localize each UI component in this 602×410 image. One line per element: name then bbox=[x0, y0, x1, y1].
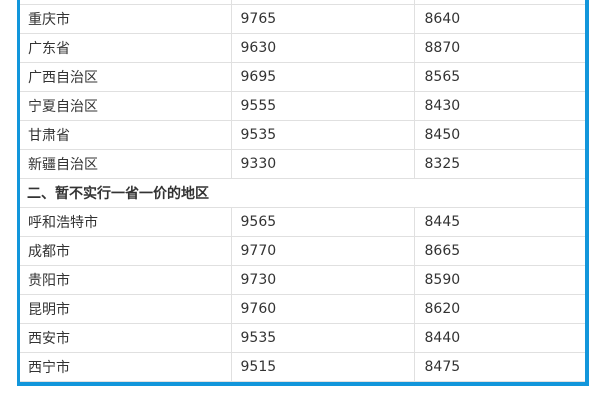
table-row: 西宁市 9515 8475 bbox=[20, 352, 585, 382]
cutoff-price-cell-1 bbox=[231, 0, 415, 5]
region-cell: 新疆自治区 bbox=[20, 149, 232, 179]
price-cell-2: 8325 bbox=[414, 149, 585, 179]
price-cell-2: 8450 bbox=[414, 120, 585, 150]
cutoff-region-cell bbox=[20, 0, 232, 5]
region-cell: 昆明市 bbox=[20, 294, 232, 324]
section-header-group: 二、暂不实行一省一价的地区 bbox=[20, 178, 585, 208]
price-table-grid: 重庆市 9765 8640 广东省 9630 8870 广西自治区 9695 8… bbox=[20, 0, 585, 382]
region-cell: 重庆市 bbox=[20, 4, 232, 34]
price-cell-1: 9730 bbox=[231, 265, 415, 295]
table-row: 新疆自治区 9330 8325 bbox=[20, 149, 585, 179]
price-cell-1: 9555 bbox=[231, 91, 415, 121]
price-cell-1: 9770 bbox=[231, 236, 415, 266]
table-row: 宁夏自治区 9555 8430 bbox=[20, 91, 585, 121]
price-cell-1: 9515 bbox=[231, 352, 415, 382]
table-row: 甘肃省 9535 8450 bbox=[20, 120, 585, 150]
region-cell: 成都市 bbox=[20, 236, 232, 266]
region-cell: 贵阳市 bbox=[20, 265, 232, 295]
table-row: 贵阳市 9730 8590 bbox=[20, 265, 585, 295]
cutoff-row-group bbox=[20, 0, 585, 5]
section-title: 二、暂不实行一省一价的地区 bbox=[20, 178, 585, 208]
price-table: 重庆市 9765 8640 广东省 9630 8870 广西自治区 9695 8… bbox=[17, 0, 589, 386]
table-row: 广西自治区 9695 8565 bbox=[20, 62, 585, 92]
region-cell: 西宁市 bbox=[20, 352, 232, 382]
price-cell-1: 9535 bbox=[231, 120, 415, 150]
price-cell-2: 8445 bbox=[414, 207, 585, 237]
region-cell: 宁夏自治区 bbox=[20, 91, 232, 121]
price-cell-2: 8640 bbox=[414, 4, 585, 34]
cutoff-row bbox=[20, 0, 585, 5]
price-cell-2: 8565 bbox=[414, 62, 585, 92]
table-row: 成都市 9770 8665 bbox=[20, 236, 585, 266]
price-cell-2: 8475 bbox=[414, 352, 585, 382]
price-cell-1: 9535 bbox=[231, 323, 415, 353]
price-cell-2: 8665 bbox=[414, 236, 585, 266]
group-one-province-one-price: 重庆市 9765 8640 广东省 9630 8870 广西自治区 9695 8… bbox=[20, 4, 585, 179]
region-cell: 广西自治区 bbox=[20, 62, 232, 92]
price-cell-2: 8440 bbox=[414, 323, 585, 353]
price-cell-2: 8590 bbox=[414, 265, 585, 295]
price-cell-2: 8870 bbox=[414, 33, 585, 63]
table-row: 呼和浩特市 9565 8445 bbox=[20, 207, 585, 237]
table-row: 西安市 9535 8440 bbox=[20, 323, 585, 353]
region-cell: 呼和浩特市 bbox=[20, 207, 232, 237]
section-header-row: 二、暂不实行一省一价的地区 bbox=[20, 178, 585, 208]
price-cell-1: 9330 bbox=[231, 149, 415, 179]
cutoff-price-cell-2 bbox=[414, 0, 585, 5]
table-row: 昆明市 9760 8620 bbox=[20, 294, 585, 324]
region-cell: 西安市 bbox=[20, 323, 232, 353]
price-cell-1: 9695 bbox=[231, 62, 415, 92]
price-cell-1: 9630 bbox=[231, 33, 415, 63]
table-row: 重庆市 9765 8640 bbox=[20, 4, 585, 34]
region-cell: 广东省 bbox=[20, 33, 232, 63]
price-cell-2: 8620 bbox=[414, 294, 585, 324]
group-not-one-province-one-price: 呼和浩特市 9565 8445 成都市 9770 8665 贵阳市 9730 8… bbox=[20, 207, 585, 382]
price-cell-2: 8430 bbox=[414, 91, 585, 121]
table-row: 广东省 9630 8870 bbox=[20, 33, 585, 63]
region-cell: 甘肃省 bbox=[20, 120, 232, 150]
price-cell-1: 9565 bbox=[231, 207, 415, 237]
price-cell-1: 9765 bbox=[231, 4, 415, 34]
price-cell-1: 9760 bbox=[231, 294, 415, 324]
